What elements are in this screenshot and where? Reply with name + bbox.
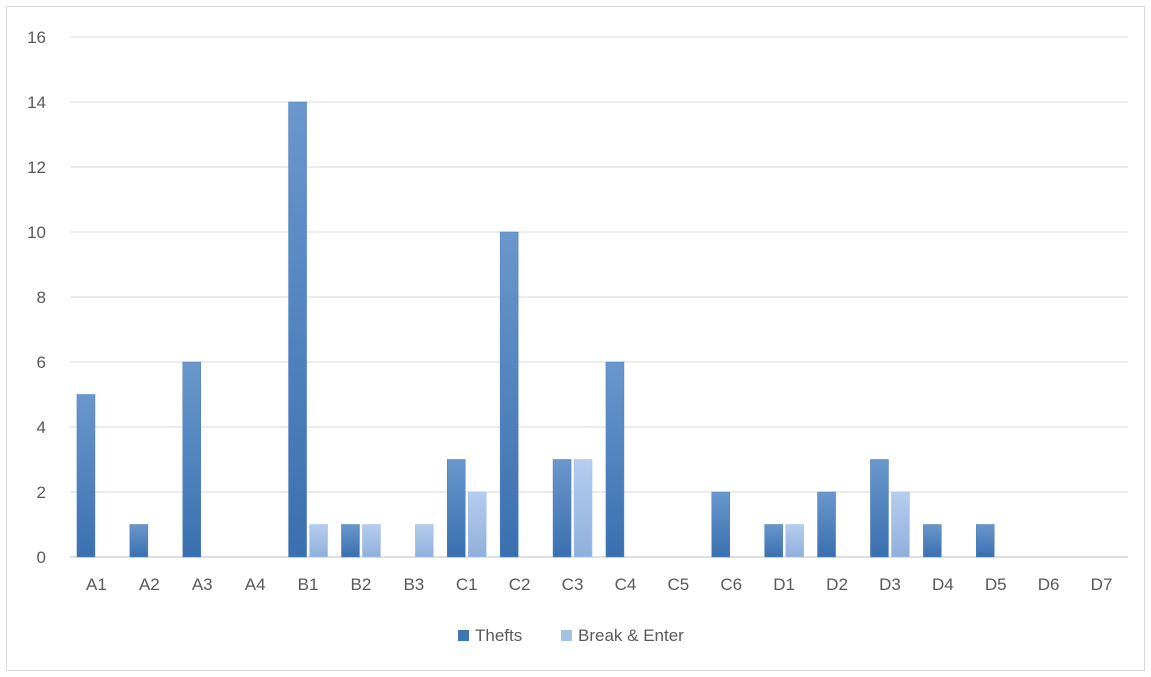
gridlines xyxy=(70,36,1128,558)
x-tick-label: D1 xyxy=(773,575,795,594)
bar-thefts-b2 xyxy=(341,524,360,558)
bar-thefts-c1 xyxy=(447,459,466,558)
x-axis-tick-labels: A1 A2 A3 A4 B1 B2 B3 C1 C2 C3 C4 C5 C6 D1 D2 D3 D4 D5 D6 D7 xyxy=(86,575,1112,594)
bar-break-enter-c3 xyxy=(573,459,593,558)
bar-break-enter-d1 xyxy=(785,524,804,558)
bar-thefts-a3 xyxy=(182,361,201,558)
legend-swatch xyxy=(561,630,572,641)
bar-thefts-d3 xyxy=(870,459,889,558)
legend-label: Break & Enter xyxy=(578,626,684,645)
bar-thefts-c6 xyxy=(711,491,730,558)
bar-break-enter-b1 xyxy=(309,524,328,558)
y-tick-label: 16 xyxy=(27,28,46,47)
x-tick-label: D7 xyxy=(1091,575,1113,594)
bar-thefts-c4 xyxy=(605,361,625,558)
y-axis-tick-labels: 0 2 4 6 8 10 12 14 16 xyxy=(27,28,46,567)
x-tick-label: B1 xyxy=(298,575,319,594)
y-tick-label: 12 xyxy=(27,158,46,177)
x-tick-label: C3 xyxy=(562,575,584,594)
x-tick-label: C6 xyxy=(720,575,742,594)
bar-thefts-c2 xyxy=(499,231,519,558)
x-tick-label: B2 xyxy=(351,575,372,594)
bar-thefts-a2 xyxy=(129,524,149,558)
x-tick-label: A1 xyxy=(86,575,107,594)
legend-label: Thefts xyxy=(475,626,522,645)
y-tick-label: 0 xyxy=(37,548,46,567)
bar-thefts-c3 xyxy=(552,459,572,558)
x-tick-label: D2 xyxy=(826,575,848,594)
legend: Thefts Break & Enter xyxy=(458,626,684,645)
y-tick-label: 8 xyxy=(37,288,46,307)
bar-break-enter-b3 xyxy=(415,524,434,558)
x-tick-label: D5 xyxy=(985,575,1007,594)
x-tick-label: D4 xyxy=(932,575,954,594)
chart-frame xyxy=(6,6,1145,671)
x-tick-label: A4 xyxy=(245,575,266,594)
x-tick-label: C1 xyxy=(456,575,478,594)
y-tick-label: 14 xyxy=(27,93,46,112)
bar-thefts-a1 xyxy=(76,394,96,558)
x-tick-label: C2 xyxy=(509,575,531,594)
x-tick-label: C5 xyxy=(667,575,689,594)
bar-thefts-d1 xyxy=(764,524,783,558)
x-tick-label: C4 xyxy=(615,575,637,594)
legend-swatch xyxy=(458,630,469,641)
x-tick-label: D3 xyxy=(879,575,901,594)
bars xyxy=(76,101,995,558)
bar-thefts-d5 xyxy=(976,524,995,558)
y-tick-label: 6 xyxy=(37,353,46,372)
x-tick-label: B3 xyxy=(403,575,424,594)
bar-thefts-d4 xyxy=(923,524,942,558)
x-tick-label: D6 xyxy=(1038,575,1060,594)
bar-break-enter-b2 xyxy=(362,524,381,558)
y-tick-label: 2 xyxy=(37,483,46,502)
y-tick-label: 4 xyxy=(37,418,46,437)
bar-break-enter-c1 xyxy=(468,491,487,558)
x-tick-label: A2 xyxy=(139,575,160,594)
bar-thefts-b1 xyxy=(288,101,307,558)
bar-thefts-d2 xyxy=(817,491,836,558)
bar-break-enter-d3 xyxy=(891,491,910,558)
y-tick-label: 10 xyxy=(27,223,46,242)
x-tick-label: A3 xyxy=(192,575,213,594)
